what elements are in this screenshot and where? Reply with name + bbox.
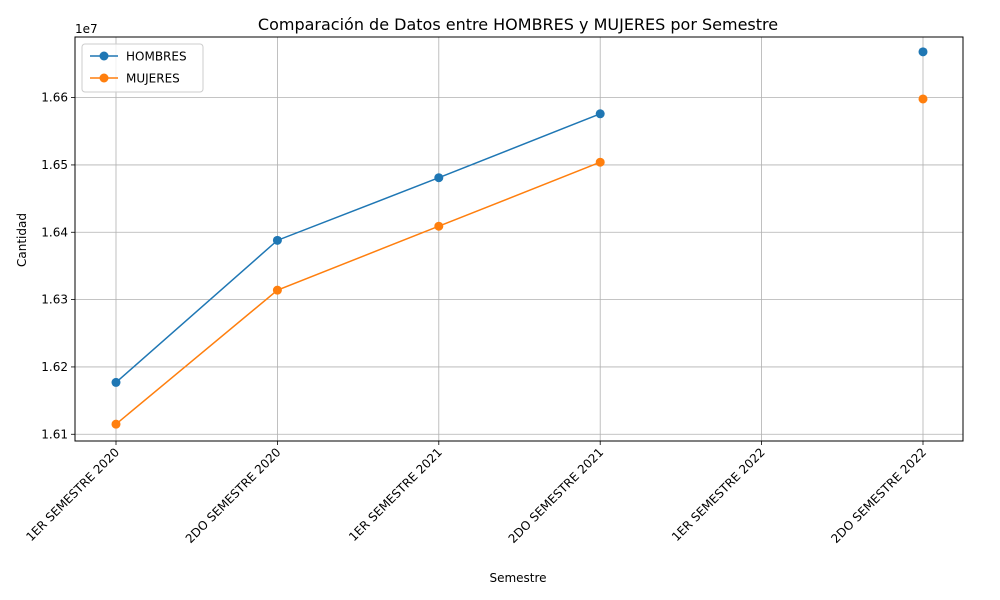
x-tick-label: 1ER SEMESTRE 2022	[669, 445, 768, 544]
data-point-mujeres	[111, 419, 121, 429]
data-point-mujeres	[272, 285, 282, 295]
x-tick-label: 1ER SEMESTRE 2020	[23, 445, 122, 544]
data-point-mujeres	[918, 94, 928, 104]
x-axis-ticks: 1ER SEMESTRE 2020 2DO SEMESTRE 2020 1ER SE…	[23, 441, 929, 546]
legend-label: MUJERES	[126, 72, 180, 86]
x-axis-label: Semestre	[489, 571, 546, 585]
data-point-hombres	[272, 235, 282, 245]
y-tick-label: 1.61	[41, 427, 68, 441]
y-tick-label: 1.65	[41, 158, 68, 172]
x-tick-label: 2DO SEMESTRE 2021	[506, 445, 607, 546]
chart-title: Comparación de Datos entre HOMBRES y MUJ…	[258, 15, 778, 34]
y-axis-offset-label: 1e7	[75, 22, 98, 36]
plot-frame	[74, 36, 964, 442]
y-axis-ticks: 1.61 1.62 1.63 1.64 1.65 1.66	[41, 91, 75, 441]
y-tick-label: 1.62	[41, 360, 68, 374]
legend-marker	[99, 51, 109, 61]
data-point-hombres	[111, 377, 121, 387]
grid-lines	[75, 37, 963, 441]
x-tick-label: 1ER SEMESTRE 2021	[346, 445, 445, 544]
data-point-hombres	[434, 173, 444, 183]
legend-marker	[99, 73, 109, 83]
y-tick-label: 1.66	[41, 91, 68, 105]
legend: HOMBRES MUJERES	[81, 43, 204, 93]
data-point-hombres	[918, 47, 928, 57]
y-axis-label: Cantidad	[15, 213, 29, 267]
data-point-hombres	[595, 109, 605, 119]
x-tick-label: 2DO SEMESTRE 2022	[828, 445, 929, 546]
data-point-mujeres	[434, 221, 444, 231]
y-tick-label: 1.63	[41, 293, 68, 307]
series-line-hombres	[115, 113, 601, 383]
legend-label: HOMBRES	[126, 50, 187, 64]
series-lines	[115, 113, 601, 425]
series-line-mujeres	[115, 161, 601, 425]
x-tick-label: 2DO SEMESTRE 2020	[183, 445, 284, 546]
series-markers	[111, 47, 928, 429]
data-point-mujeres	[595, 157, 605, 167]
y-tick-label: 1.64	[41, 225, 68, 239]
